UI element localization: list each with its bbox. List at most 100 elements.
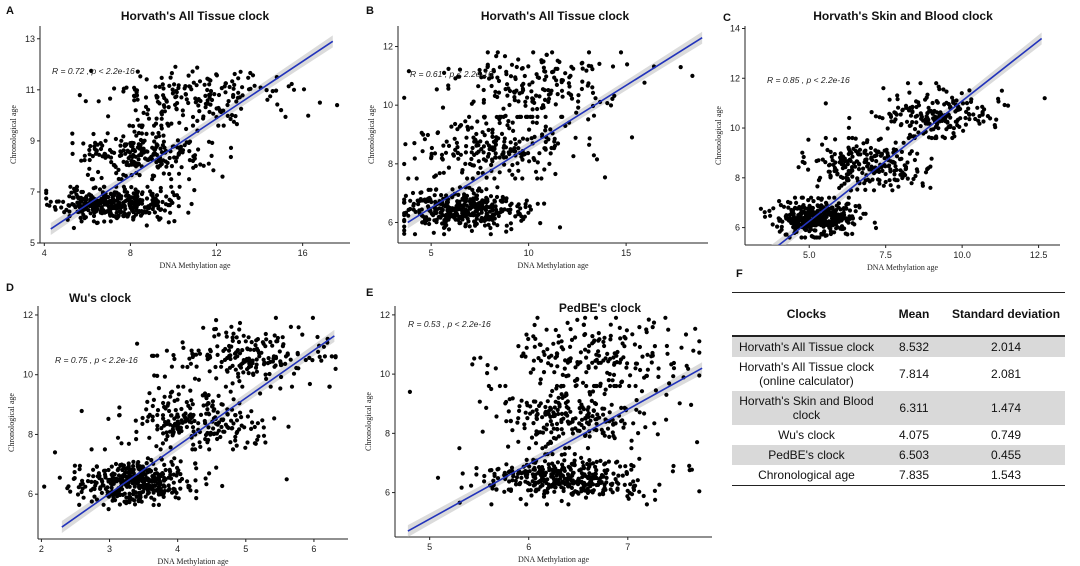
- data-point: [553, 327, 558, 333]
- data-point: [74, 192, 79, 197]
- data-point: [497, 65, 502, 70]
- data-point: [446, 83, 451, 88]
- data-point: [225, 113, 230, 118]
- data-point: [194, 496, 199, 501]
- data-point: [446, 227, 452, 232]
- data-point: [474, 194, 479, 199]
- data-point: [152, 471, 157, 476]
- data-point: [232, 82, 237, 87]
- data-point: [836, 201, 841, 206]
- data-point: [439, 193, 444, 198]
- data-point: [104, 209, 109, 214]
- data-point: [265, 361, 270, 366]
- data-point: [872, 154, 877, 159]
- data-point: [419, 130, 424, 135]
- data-point: [546, 361, 551, 366]
- sd-cell: 2.081: [991, 367, 1022, 381]
- data-point: [550, 70, 555, 75]
- data-point: [197, 109, 202, 114]
- data-point: [792, 195, 798, 200]
- data-point: [322, 354, 327, 359]
- data-point: [588, 479, 593, 484]
- data-point: [522, 73, 527, 79]
- data-point: [180, 420, 185, 425]
- data-point: [402, 224, 407, 229]
- data-point: [98, 485, 103, 490]
- data-point: [441, 170, 446, 175]
- column-header-mean: Mean: [880, 292, 948, 337]
- data-point: [82, 158, 87, 163]
- data-point: [154, 93, 159, 98]
- data-point: [236, 76, 241, 81]
- data-point: [119, 138, 124, 143]
- y-tick-label: 10: [730, 123, 740, 133]
- data-point: [98, 198, 103, 203]
- data-point: [115, 214, 121, 219]
- data-point: [544, 327, 549, 332]
- data-point: [910, 120, 915, 125]
- data-point: [635, 478, 640, 483]
- data-point: [201, 163, 206, 168]
- data-point: [126, 441, 131, 446]
- x-tick-label: 5: [427, 542, 432, 552]
- data-point: [289, 384, 295, 389]
- data-point: [192, 153, 198, 158]
- data-point: [143, 472, 148, 477]
- data-point: [88, 144, 93, 149]
- data-point: [594, 157, 600, 162]
- data-point: [516, 99, 521, 104]
- data-point: [154, 116, 159, 121]
- data-point: [607, 372, 612, 377]
- data-point: [517, 408, 522, 413]
- data-point: [130, 124, 136, 129]
- data-point: [147, 435, 152, 440]
- data-point: [176, 384, 181, 389]
- data-point: [502, 136, 507, 141]
- data-point: [586, 50, 592, 55]
- data-point: [180, 108, 185, 113]
- data-point: [508, 419, 513, 424]
- data-point: [66, 203, 71, 208]
- data-point: [114, 171, 119, 176]
- data-point: [192, 188, 197, 193]
- data-point: [924, 114, 929, 119]
- data-point: [211, 426, 216, 431]
- data-point: [911, 176, 916, 182]
- data-point: [568, 344, 573, 349]
- data-point: [895, 93, 900, 98]
- data-point: [179, 95, 184, 100]
- data-point: [543, 404, 548, 410]
- data-point: [488, 194, 494, 199]
- data-point: [1042, 96, 1047, 101]
- data-point: [91, 131, 96, 137]
- data-point: [542, 97, 548, 102]
- data-point: [467, 161, 473, 167]
- data-point: [878, 136, 883, 141]
- data-point: [553, 171, 558, 177]
- data-point: [166, 488, 171, 493]
- data-point: [206, 411, 211, 416]
- data-point: [136, 142, 141, 147]
- data-point: [858, 216, 863, 221]
- data-point: [102, 447, 107, 452]
- data-point: [914, 167, 919, 172]
- data-point: [274, 88, 279, 93]
- data-point: [969, 97, 974, 102]
- data-point: [284, 477, 289, 482]
- data-point: [608, 322, 613, 327]
- data-point: [497, 120, 502, 126]
- data-point: [162, 394, 167, 399]
- data-point: [813, 223, 819, 228]
- data-point: [444, 201, 449, 206]
- data-point: [874, 149, 879, 154]
- data-point: [569, 64, 574, 69]
- data-point: [197, 440, 202, 445]
- data-point: [798, 206, 803, 212]
- data-point: [555, 460, 560, 465]
- data-point: [540, 415, 545, 420]
- data-point: [931, 127, 936, 132]
- data-point: [117, 196, 122, 201]
- data-point: [201, 114, 206, 119]
- data-point: [814, 235, 819, 240]
